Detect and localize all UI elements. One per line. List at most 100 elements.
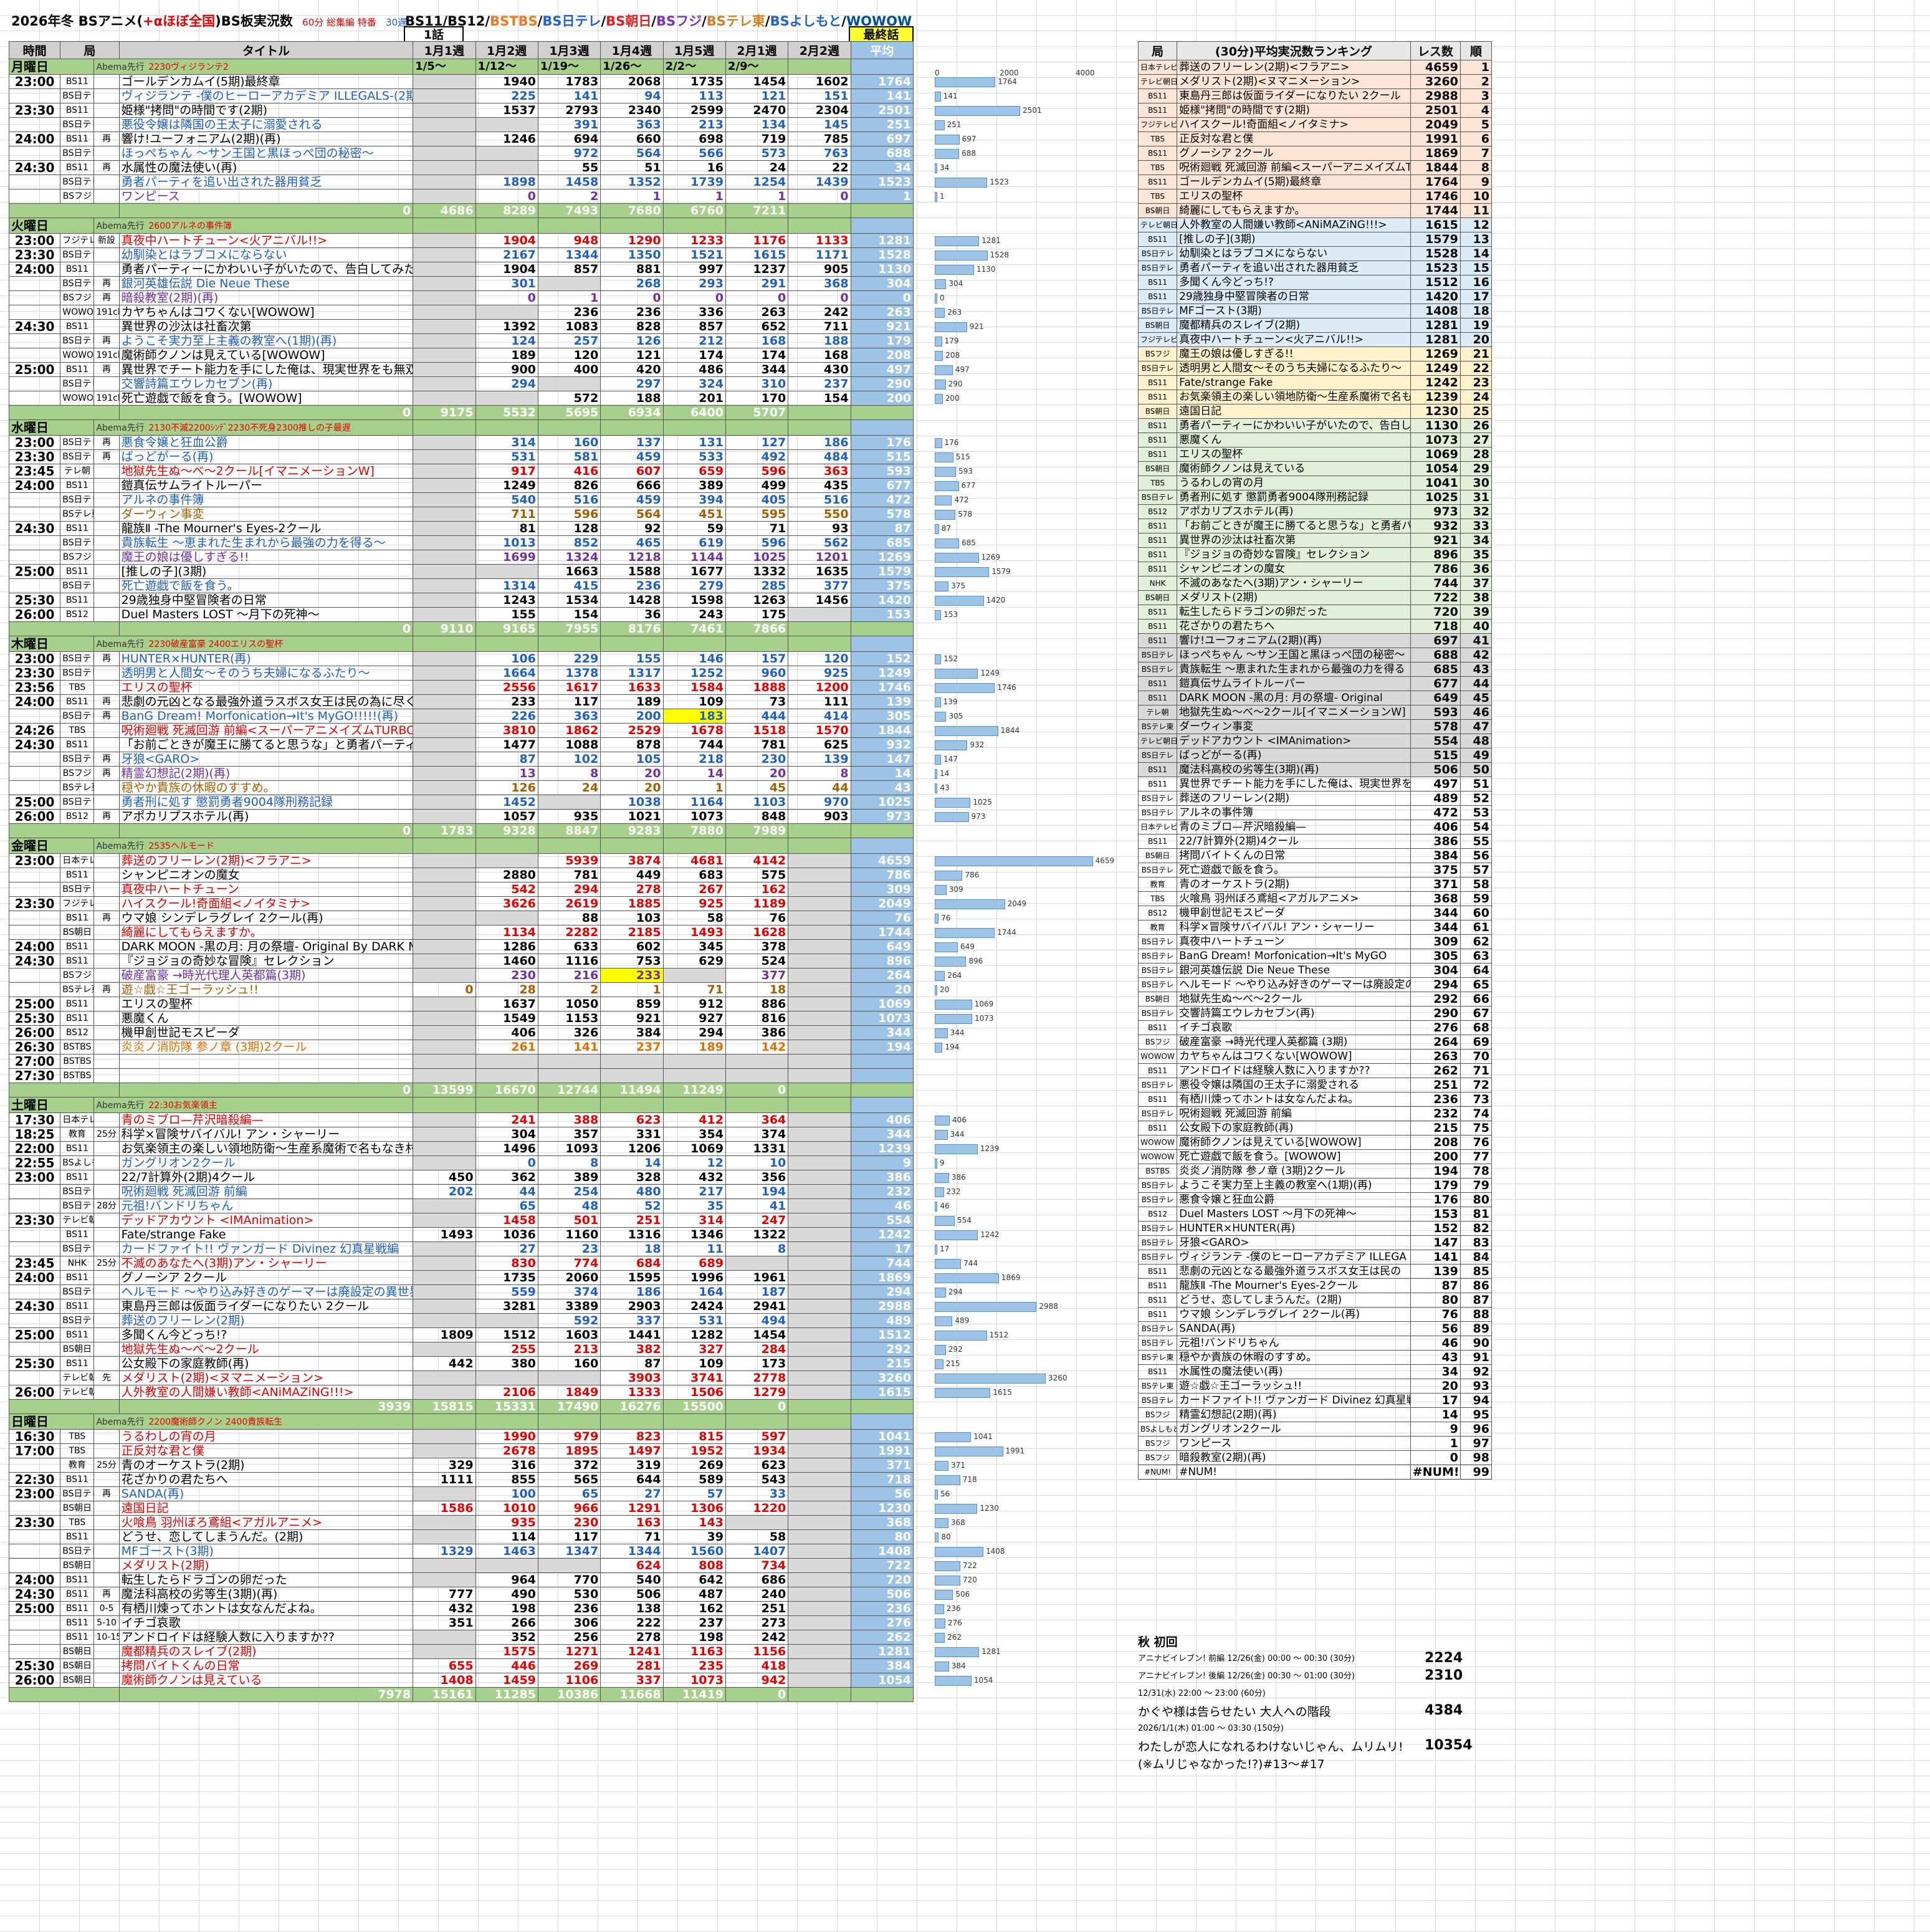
rank-title[interactable]: 真夜中ハートチューン xyxy=(1177,934,1411,949)
anime-title[interactable]: 元祖!バンドリちゃん xyxy=(118,1198,414,1213)
rank-title[interactable]: ヴィジランテ -僕のヒーローアカデミア ILLEGA xyxy=(1177,1250,1411,1265)
rank-title[interactable]: どうせ、恋してしまうんだ。(2期) xyxy=(1177,1293,1411,1308)
anime-title[interactable]: 転生したらドラゴンの卵だった xyxy=(118,1572,414,1587)
rank-title[interactable]: 悪食令嬢と狂血公爵 xyxy=(1177,1192,1411,1207)
rank-title[interactable]: ようこそ実力至上主義の教室へ(1期)(再) xyxy=(1177,1178,1411,1193)
rank-title[interactable]: DARK MOON -黒の月: 月の祭壇- Original xyxy=(1177,691,1411,705)
anime-title[interactable]: 「お前ごときが魔王に勝てると思うな」と勇者パーティを追放さ xyxy=(118,737,414,752)
rank-title[interactable]: 悲劇の元凶となる最強外道ラスボス女王は民の xyxy=(1177,1264,1411,1279)
rank-title[interactable]: HUNTER×HUNTER(再) xyxy=(1177,1221,1411,1236)
rank-title[interactable]: 魔王の娘は優しすぎる!! xyxy=(1177,347,1411,361)
rank-title[interactable]: 響け!ユーフォニアム(2期)(再) xyxy=(1177,633,1411,648)
rank-title[interactable]: 魔都精兵のスレイブ(2期) xyxy=(1177,318,1411,333)
anime-title[interactable]: 魔術師クノンは見えている xyxy=(118,1673,414,1688)
rank-title[interactable]: 拷問バイトくんの日常 xyxy=(1177,848,1411,863)
rank-title[interactable]: 呪術廻戦 死滅回游 前編 xyxy=(1177,1106,1411,1121)
rank-title[interactable]: 死亡遊戯で飯を食う。[WOWOW] xyxy=(1177,1149,1411,1164)
anime-title[interactable]: エリスの聖杯 xyxy=(118,680,414,695)
anime-title[interactable]: 暗殺教室(2期)(再) xyxy=(118,290,414,305)
anime-title[interactable]: 貴族転生 〜恵まれた生まれから最強の力を得る〜 xyxy=(118,535,414,550)
anime-title[interactable]: 機甲創世記モスピーダ xyxy=(118,1025,414,1040)
anime-title[interactable]: 銀河英雄伝説 Die Neue These xyxy=(118,276,414,291)
anime-title[interactable]: 人外教室の人間嫌い教師<ANiMAZiNG!!!> xyxy=(118,1385,414,1400)
rank-title[interactable]: ゴールデンカムイ(5期)最終章 xyxy=(1177,175,1411,189)
rank-title[interactable]: 呪術廻戦 死滅回游 前編<スーパーアニメイズムTURBO> xyxy=(1177,160,1411,175)
rank-title[interactable]: 交響詩篇エウレカセブン(再) xyxy=(1177,1006,1411,1021)
anime-title[interactable]: ハイスクール!奇面組<ノイタミナ> xyxy=(118,896,414,911)
anime-title[interactable]: デッドアカウント <IMAnimation> xyxy=(118,1213,414,1228)
rank-title[interactable]: 精霊幻想記(2期)(再) xyxy=(1177,1407,1411,1422)
anime-title[interactable]: 破産富豪 →時光代理人英都篇(3期) xyxy=(118,968,414,983)
rank-title[interactable]: エリスの聖杯 xyxy=(1177,447,1411,462)
anime-title[interactable]: 『ジョジョの奇妙な冒険』セレクション xyxy=(118,954,414,968)
anime-title[interactable]: グノーシア 2クール xyxy=(118,1270,414,1285)
rank-title[interactable]: カードファイト!! ヴァンガード Divinez 幻真星戦 xyxy=(1177,1393,1411,1408)
rank-title[interactable]: Duel Masters LOST 〜月下の死神〜 xyxy=(1177,1207,1411,1222)
rank-title[interactable]: 悪魔くん xyxy=(1177,433,1411,447)
anime-title[interactable]: アポカリプスホテル(再) xyxy=(118,809,414,824)
rank-title[interactable]: 鎧真伝サムライトルーパー xyxy=(1177,676,1411,691)
anime-title[interactable]: ほっぺちゃん 〜サン王国と黒ほっぺ団の秘密〜 xyxy=(118,146,414,161)
rank-title[interactable]: 穏やか貴族の休暇のすすめ。 xyxy=(1177,1350,1411,1365)
rank-title[interactable]: 勇者刑に処す 懲罰勇者9004隊刑務記録 xyxy=(1177,490,1411,505)
rank-title[interactable]: SANDA(再) xyxy=(1177,1321,1411,1336)
anime-title[interactable]: アンドロイドは経験人数に入りますか?? xyxy=(118,1630,414,1645)
rank-title[interactable]: ガングリオン2クール xyxy=(1177,1422,1411,1437)
rank-title[interactable]: 地獄先生ぬ〜べ〜2クール xyxy=(1177,992,1411,1007)
anime-title[interactable]: [推しの子](3期) xyxy=(118,564,414,579)
anime-title[interactable]: ワンピース xyxy=(118,189,414,204)
rank-title[interactable]: 多聞くん今どっち!? xyxy=(1177,275,1411,290)
rank-title[interactable]: 水属性の魔法使い(再) xyxy=(1177,1364,1411,1379)
rank-title[interactable]: 勇者パーティーにかわいい子がいたので、告白してみた xyxy=(1177,418,1411,433)
rank-title[interactable]: 青のオーケストラ(2期) xyxy=(1177,877,1411,892)
anime-title[interactable]: 真夜中ハートチューン<火アニバル!!> xyxy=(118,233,414,248)
anime-title[interactable]: 拷問バイトくんの日常 xyxy=(118,1658,414,1673)
anime-title[interactable]: 悪魔くん xyxy=(118,1011,414,1026)
rank-title[interactable]: 遊☆戯☆王ゴーラッシュ!! xyxy=(1177,1379,1411,1394)
rank-title[interactable]: ばっどがーる(再) xyxy=(1177,748,1411,763)
anime-title[interactable]: 悪役令嬢は隣国の王太子に溺愛される xyxy=(118,117,414,132)
rank-title[interactable]: 元祖!バンドリちゃん xyxy=(1177,1336,1411,1351)
anime-title[interactable]: 葬送のフリーレン(2期) xyxy=(118,1313,414,1328)
rank-title[interactable]: 東島丹三郎は仮面ライダーになりたい 2クール xyxy=(1177,88,1411,103)
rank-title[interactable]: 真夜中ハートチューン<火アニバル!!> xyxy=(1177,332,1411,347)
rank-title[interactable]: MFゴースト(3期) xyxy=(1177,304,1411,318)
anime-title[interactable]: 異世界の沙汰は社畜次第 xyxy=(118,319,414,334)
anime-title[interactable]: Duel Masters LOST 〜月下の死神〜 xyxy=(118,607,414,622)
anime-title[interactable]: DARK MOON -黒の月: 月の祭壇- Original By DARK M… xyxy=(118,939,414,954)
anime-title[interactable]: 異世界でチート能力を手にした俺は、現実世界をも無双する〜 xyxy=(118,362,414,377)
anime-title[interactable]: 29歳独身中堅冒険者の日常 xyxy=(118,593,414,608)
rank-title[interactable]: アポカリプスホテル(再) xyxy=(1177,504,1411,519)
anime-title[interactable]: 響け!ユーフォニアム(2期)(再) xyxy=(118,132,414,146)
rank-title[interactable]: Fate/strange Fake xyxy=(1177,375,1411,390)
anime-title[interactable]: シャンピニオンの魔女 xyxy=(118,868,414,882)
anime-title[interactable]: 魔術師クノンは見えている[WOWOW] xyxy=(118,348,414,363)
anime-title[interactable]: 死亡遊戯で飯を食う。 xyxy=(118,578,414,593)
rank-title[interactable]: デッドアカウント <IMAnimation> xyxy=(1177,734,1411,748)
anime-title[interactable]: アルネの事件簿 xyxy=(118,492,414,507)
anime-title[interactable]: 青のオーケストラ(2期) xyxy=(118,1458,414,1473)
anime-title[interactable]: 22/7計算外(2期)4クール xyxy=(118,1170,414,1185)
rank-title[interactable]: [推しの子](3期) xyxy=(1177,232,1411,247)
rank-title[interactable]: ヘルモード 〜やり込み好きのゲーマーは廃設定の xyxy=(1177,977,1411,992)
rank-title[interactable]: シャンピニオンの魔女 xyxy=(1177,562,1411,576)
rank-title[interactable]: 『ジョジョの奇妙な冒険』セレクション xyxy=(1177,547,1411,562)
rank-title[interactable]: アンドロイドは経験人数に入りますか?? xyxy=(1177,1063,1411,1078)
anime-title[interactable]: 不滅のあなたへ(3期)アン・シャーリー xyxy=(118,1256,414,1271)
rank-title[interactable]: 火喰鳥 羽州ぼろ鳶組<アガルアニメ> xyxy=(1177,891,1411,906)
anime-title[interactable]: 悪食令嬢と狂血公爵 xyxy=(118,435,414,450)
rank-title[interactable]: #NUM! xyxy=(1177,1465,1411,1480)
anime-title[interactable]: 遊☆戯☆王ゴーラッシュ!! xyxy=(118,982,414,997)
rank-title[interactable]: 転生したらドラゴンの卵だった xyxy=(1177,605,1411,619)
anime-title[interactable]: うるわしの宵の月 xyxy=(118,1429,414,1444)
rank-title[interactable]: 綺麗にしてもらえますか。 xyxy=(1177,203,1411,218)
rank-title[interactable]: ウマ娘 シンデレラグレイ 2クール(再) xyxy=(1177,1307,1411,1322)
rank-title[interactable]: 暗殺教室(2期)(再) xyxy=(1177,1450,1411,1465)
anime-title[interactable]: 花ざかりの君たちへ xyxy=(118,1472,414,1487)
rank-title[interactable]: アルネの事件簿 xyxy=(1177,805,1411,820)
rank-title[interactable]: 遠国日記 xyxy=(1177,404,1411,419)
rank-title[interactable]: 魔法科高校の劣等生(3期)(再) xyxy=(1177,762,1411,777)
anime-title[interactable]: ばっどがーる(再) xyxy=(118,449,414,464)
anime-title[interactable]: 精霊幻想記(2期)(再) xyxy=(118,766,414,781)
anime-title[interactable]: 葬送のフリーレン(2期)<フラアニ> xyxy=(118,853,414,868)
